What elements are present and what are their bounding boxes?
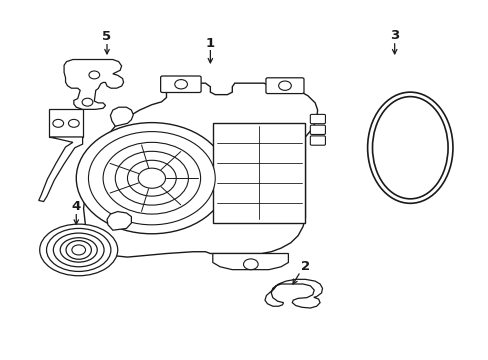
Text: 4: 4	[72, 201, 81, 213]
Text: 1: 1	[205, 36, 215, 50]
Circle shape	[243, 259, 258, 270]
Circle shape	[115, 151, 188, 205]
Polygon shape	[107, 212, 131, 230]
Polygon shape	[212, 253, 288, 270]
Bar	[212, 123, 305, 223]
FancyBboxPatch shape	[310, 114, 325, 124]
FancyBboxPatch shape	[160, 76, 201, 93]
Ellipse shape	[372, 96, 447, 199]
Circle shape	[53, 120, 63, 127]
Circle shape	[88, 132, 215, 225]
Circle shape	[103, 142, 200, 214]
Text: 2: 2	[300, 260, 309, 273]
Text: 5: 5	[102, 30, 111, 43]
Circle shape	[138, 168, 165, 188]
Circle shape	[278, 81, 291, 90]
FancyBboxPatch shape	[310, 136, 325, 145]
Polygon shape	[264, 279, 322, 308]
Ellipse shape	[53, 233, 104, 267]
Polygon shape	[110, 107, 133, 126]
Polygon shape	[49, 109, 82, 137]
Polygon shape	[83, 83, 317, 257]
Ellipse shape	[367, 92, 452, 203]
FancyBboxPatch shape	[265, 78, 304, 94]
Circle shape	[72, 245, 85, 255]
Circle shape	[76, 123, 227, 234]
Circle shape	[89, 71, 100, 79]
Text: 3: 3	[389, 29, 399, 42]
Circle shape	[82, 98, 93, 106]
Circle shape	[127, 160, 176, 196]
Circle shape	[68, 120, 79, 127]
FancyBboxPatch shape	[310, 125, 325, 134]
Ellipse shape	[40, 224, 118, 276]
Ellipse shape	[46, 228, 111, 271]
Ellipse shape	[60, 238, 97, 262]
Circle shape	[66, 240, 91, 259]
Polygon shape	[39, 137, 82, 202]
Polygon shape	[64, 59, 123, 109]
Circle shape	[174, 80, 187, 89]
